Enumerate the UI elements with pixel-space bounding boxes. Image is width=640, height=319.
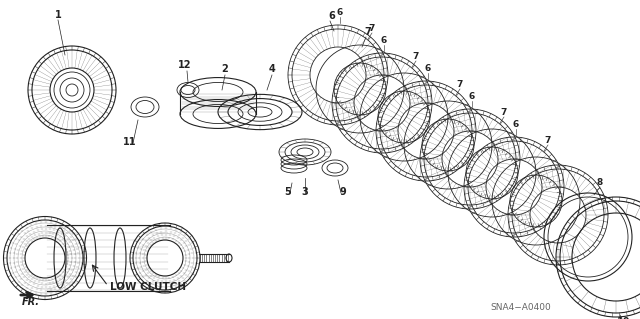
Text: 3: 3 — [301, 187, 308, 197]
Text: 7: 7 — [413, 52, 419, 61]
Text: 12: 12 — [179, 60, 192, 70]
Text: 7: 7 — [545, 136, 551, 145]
Text: 7: 7 — [369, 24, 375, 33]
Text: 6: 6 — [425, 64, 431, 73]
Text: 6: 6 — [337, 8, 343, 17]
Text: 9: 9 — [340, 187, 346, 197]
Text: 2: 2 — [221, 64, 228, 74]
Text: 7: 7 — [501, 108, 507, 117]
Text: SNA4−A0400: SNA4−A0400 — [490, 303, 551, 312]
Text: 5: 5 — [285, 187, 291, 197]
Text: 11: 11 — [124, 137, 137, 147]
Text: 10: 10 — [617, 317, 631, 319]
Text: 6: 6 — [513, 120, 519, 129]
Text: 7: 7 — [457, 80, 463, 89]
Text: FR.: FR. — [22, 297, 40, 307]
Text: 6: 6 — [381, 36, 387, 45]
Text: 8: 8 — [597, 178, 603, 187]
Text: 6: 6 — [328, 11, 335, 21]
Text: 1: 1 — [54, 10, 61, 20]
Text: 6: 6 — [469, 92, 475, 101]
Text: 4: 4 — [269, 64, 275, 74]
Text: LOW CLUTCH: LOW CLUTCH — [110, 282, 186, 292]
Text: 7: 7 — [364, 27, 371, 37]
